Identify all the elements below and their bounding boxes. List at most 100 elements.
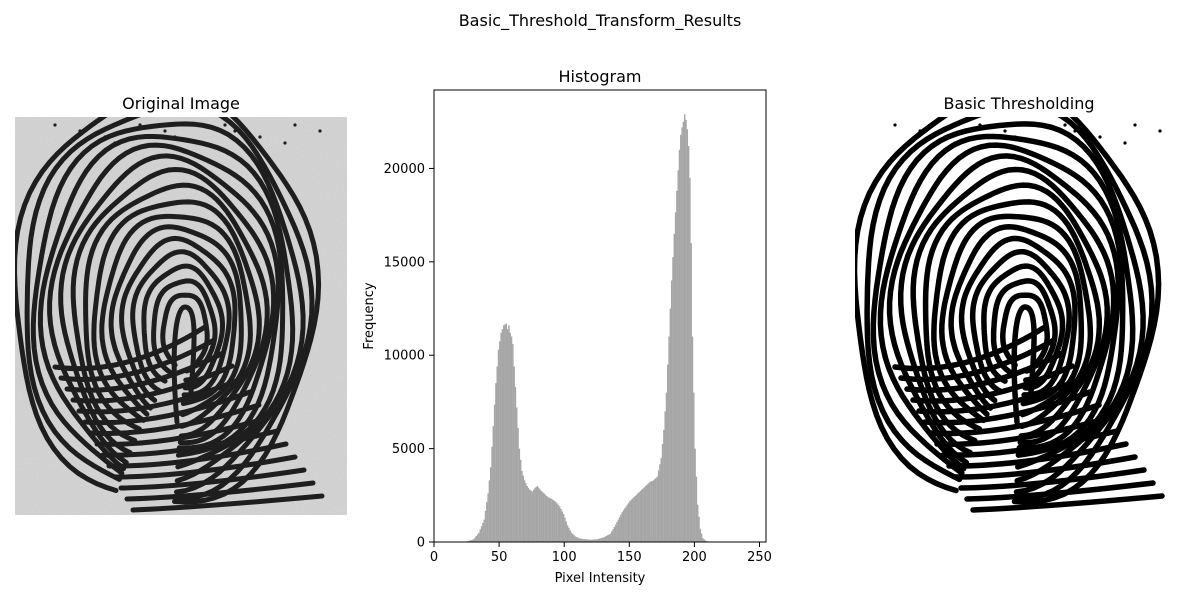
histogram-bar (579, 538, 582, 542)
histogram-bar (601, 537, 604, 542)
histogram-bar (469, 540, 471, 542)
histogram-bar (543, 493, 545, 542)
histogram-bar (660, 457, 662, 542)
histogram-bar (591, 539, 593, 542)
x-tick-label: 0 (430, 550, 438, 565)
histogram-bar (697, 504, 699, 542)
histogram-bar (646, 484, 648, 542)
histogram-bar (574, 536, 577, 542)
histogram-bar (664, 411, 666, 542)
original-image-title: Original Image (122, 94, 240, 113)
histogram-bar (682, 121, 685, 542)
histogram-bar (535, 486, 537, 542)
histogram-bar (703, 539, 705, 542)
histogram-bar (650, 481, 652, 542)
histogram-bar (525, 483, 527, 542)
histogram-bar (695, 476, 698, 542)
threshold-image-title: Basic Thresholding (943, 94, 1094, 113)
histogram-bar (625, 506, 627, 542)
histogram-bar (505, 323, 508, 542)
histogram-bar (668, 336, 670, 542)
histogram-bar (527, 487, 530, 542)
histogram-bar (534, 487, 536, 542)
histogram-bar (553, 500, 556, 542)
histogram-bar (672, 257, 674, 542)
histogram-bar (497, 349, 500, 542)
histogram-bar (512, 344, 514, 542)
histogram-bar (599, 538, 601, 542)
x-axis-ticks: 0 50 100 150 200 250 (430, 542, 772, 565)
histogram-bar (693, 392, 695, 542)
histogram-bar (596, 539, 599, 542)
histogram-bar (510, 336, 513, 542)
histogram-bar (560, 509, 562, 542)
histogram-bars (461, 114, 724, 543)
x-axis-label: Pixel Intensity (555, 571, 646, 586)
histogram-bar (529, 489, 531, 542)
histogram-bar (583, 539, 586, 542)
histogram-bar (629, 500, 631, 542)
histogram-bar (556, 503, 558, 542)
histogram-bar (577, 537, 579, 542)
histogram-bar (638, 492, 640, 542)
histogram-bar (572, 533, 574, 542)
histogram-bar (612, 529, 614, 542)
histogram-bar (500, 332, 502, 542)
histogram-bar (503, 325, 505, 542)
histogram-bar (667, 364, 669, 542)
histogram-bar (491, 446, 493, 542)
histogram-bar (489, 467, 492, 542)
histogram-bar (609, 533, 612, 542)
histogram-bar (618, 517, 621, 542)
histogram-bar (530, 490, 532, 542)
histogram-bar (564, 517, 566, 542)
histogram-bar (519, 459, 522, 542)
histogram-bar (630, 499, 633, 542)
histogram-bar (482, 522, 484, 542)
histogram-bar (545, 495, 548, 542)
histogram-bar (656, 476, 659, 542)
histogram-bar (565, 521, 567, 542)
histogram-bar (681, 127, 683, 543)
histogram-bar (514, 386, 517, 542)
histogram-bar (651, 480, 653, 542)
histogram-bar (706, 540, 708, 542)
histogram-bar (516, 407, 518, 542)
y-tick-label: 5000 (392, 442, 425, 457)
histogram-bar (471, 539, 474, 542)
histogram-bar (575, 537, 578, 542)
histogram-bar (570, 532, 573, 542)
histogram-bar (517, 428, 519, 542)
histogram-bar (663, 429, 665, 542)
histogram-bar (548, 497, 551, 542)
histogram-bar (644, 485, 647, 542)
histogram-bar (637, 493, 639, 542)
histogram-bar (634, 495, 636, 542)
histogram-bar (486, 502, 488, 542)
y-tick-label: 20000 (384, 162, 425, 177)
histogram-bar (561, 511, 564, 542)
histogram-bar (676, 190, 678, 543)
histogram-bar (555, 501, 557, 542)
histogram-bar (680, 134, 682, 542)
histogram-bar (686, 129, 689, 542)
histogram-bar (617, 519, 620, 542)
histogram-bar (605, 535, 608, 542)
histogram-bar (691, 336, 694, 542)
histogram-bar (704, 540, 707, 542)
x-tick-label: 150 (617, 550, 642, 565)
histogram-bar (531, 491, 534, 542)
histogram-bar (592, 539, 595, 542)
histogram-bar (673, 233, 676, 542)
y-axis-ticks: 0 5000 10000 15000 20000 (384, 162, 434, 551)
histogram-bar (566, 525, 569, 542)
histogram-bar (677, 170, 679, 542)
histogram-bar (552, 499, 554, 542)
histogram-bar (687, 146, 690, 542)
histogram-bar (699, 528, 702, 542)
histogram-bar (594, 539, 596, 542)
histogram-bar (522, 475, 524, 542)
histogram-bar (478, 532, 480, 542)
histogram-bar (648, 482, 651, 542)
histogram-bar (614, 524, 617, 542)
